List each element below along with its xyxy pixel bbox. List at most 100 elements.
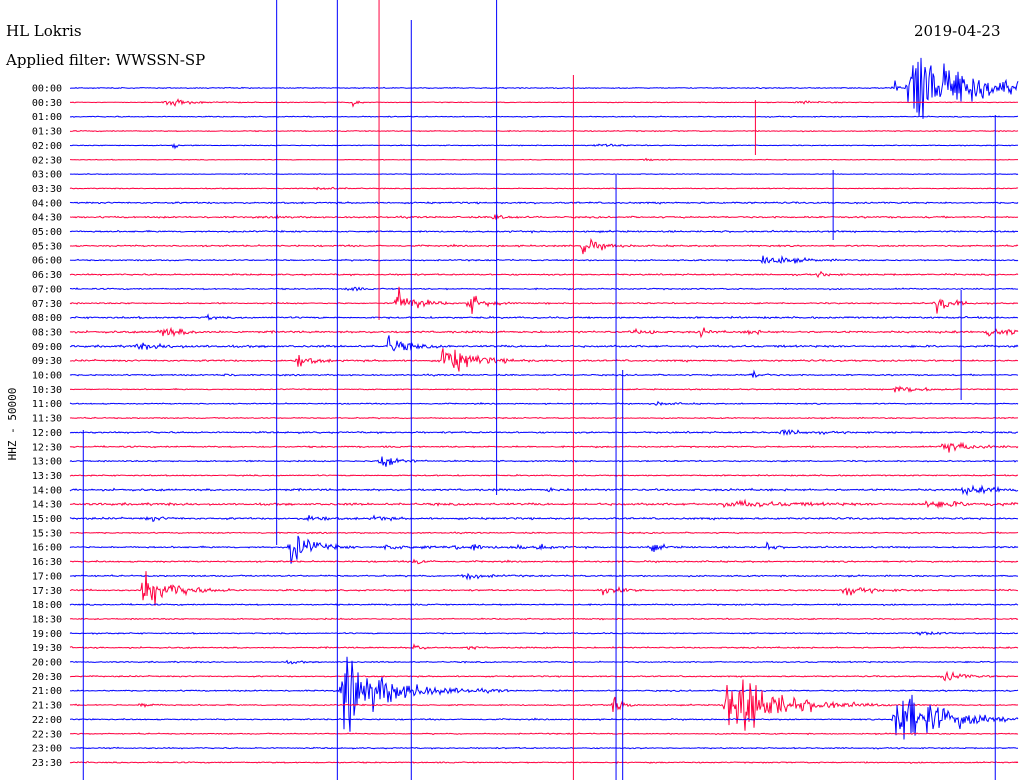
trace-row: [69, 602, 1019, 607]
trace-row: [69, 313, 1019, 321]
trace-row: [69, 643, 1019, 651]
trace-row: [69, 670, 1019, 682]
row-label: 13:30: [32, 471, 62, 482]
trace-row: [69, 498, 1019, 509]
trace-row: [69, 617, 1019, 621]
row-label: 10:00: [32, 371, 62, 382]
row-label: 13:00: [32, 457, 62, 468]
row-label: 12:00: [32, 428, 62, 439]
trace-row: [69, 237, 1019, 255]
row-label: 15:00: [32, 514, 62, 525]
row-labels: 00:00 00:30 01:00 01:30 02:00 02:30 03:00 03:30…: [32, 84, 62, 769]
row-label: 07:00: [32, 284, 62, 295]
row-label: 16:00: [32, 543, 62, 554]
row-label: 19:30: [32, 643, 62, 654]
row-label: 21:00: [32, 686, 62, 697]
trace-row: [69, 571, 1018, 606]
row-label: 11:30: [32, 414, 62, 425]
date-label: 2019-04-23: [914, 22, 1001, 40]
trace-row: [69, 286, 1018, 292]
row-label: 18:00: [32, 600, 62, 611]
row-label: 06:00: [32, 256, 62, 267]
glitch-lines: [82, 0, 996, 780]
trace-row: [69, 400, 1019, 406]
trace-row: [69, 679, 1019, 731]
row-label: 00:00: [32, 84, 62, 95]
row-label: 14:00: [32, 485, 62, 496]
row-label: 11:00: [32, 399, 62, 410]
trace-row: [69, 760, 1019, 765]
row-label: 23:00: [32, 744, 62, 755]
row-label: 05:30: [32, 241, 62, 252]
trace-row: [70, 694, 1019, 740]
trace-row: [69, 213, 1019, 220]
trace-row: [69, 535, 1019, 564]
trace-row: [69, 270, 1019, 279]
trace-row: [69, 572, 1018, 581]
row-label: 09:30: [32, 356, 62, 367]
filter-label: Applied filter: WWSSN-SP: [6, 51, 206, 69]
row-label: 10:30: [32, 385, 62, 396]
row-label: 17:00: [32, 571, 62, 582]
trace-row: [69, 254, 1019, 265]
row-label: 20:00: [32, 658, 62, 669]
row-label: 02:30: [32, 155, 62, 166]
row-label: 22:30: [32, 729, 62, 740]
row-label: 02:00: [32, 141, 62, 152]
row-label: 09:00: [32, 342, 62, 353]
trace-row: [69, 385, 1019, 393]
trace-row: [69, 531, 1019, 535]
trace-row: [69, 98, 1018, 108]
row-label: 04:30: [32, 213, 62, 224]
trace-row: [69, 656, 1019, 732]
trace-row: [69, 514, 1018, 523]
row-label: 00:30: [32, 98, 62, 109]
row-label: 20:30: [32, 672, 62, 683]
row-label: 08:30: [32, 327, 62, 338]
trace-row: [69, 484, 1019, 497]
trace-row: [69, 369, 1019, 379]
row-label: 23:30: [32, 758, 62, 769]
station-title: HL Lokris: [6, 22, 82, 40]
trace-row: [69, 186, 1019, 191]
row-label: 15:30: [32, 528, 62, 539]
trace-row: [69, 57, 1019, 119]
trace-row: [69, 456, 1019, 467]
row-label: 01:00: [32, 112, 62, 123]
trace-row: [70, 732, 1019, 736]
trace-row: [69, 229, 1019, 234]
row-label: 08:00: [32, 313, 62, 324]
row-label: 19:00: [32, 629, 62, 640]
trace-row: [69, 348, 1019, 372]
row-label: 18:30: [32, 614, 62, 625]
row-label: 17:30: [32, 586, 62, 597]
row-label: 12:30: [32, 442, 62, 453]
row-label: 22:00: [32, 715, 62, 726]
trace-row: [69, 201, 1019, 205]
row-label: 01:30: [32, 127, 62, 138]
row-label: 05:00: [32, 227, 62, 238]
trace-row: [69, 746, 1018, 750]
trace-row: [69, 441, 1019, 453]
row-label: 03:00: [32, 170, 62, 181]
row-label: 04:00: [32, 198, 62, 209]
trace-row: [69, 473, 1019, 477]
trace-row: [69, 129, 1019, 133]
trace-row: [69, 286, 1019, 314]
traces: [69, 57, 1019, 765]
row-label: 16:30: [32, 557, 62, 568]
trace-row: [70, 157, 1018, 162]
trace-row: [69, 115, 1019, 119]
trace-row: [69, 428, 1019, 437]
row-label: 06:30: [32, 270, 62, 281]
trace-row: [69, 630, 1018, 636]
trace-row: [69, 142, 1019, 150]
trace-row: [69, 173, 1019, 176]
trace-row: [69, 558, 1019, 565]
row-label: 14:30: [32, 500, 62, 511]
row-label: 03:30: [32, 184, 62, 195]
trace-row: [69, 659, 1019, 665]
row-label: 21:30: [32, 701, 62, 712]
trace-row: [69, 335, 1019, 352]
